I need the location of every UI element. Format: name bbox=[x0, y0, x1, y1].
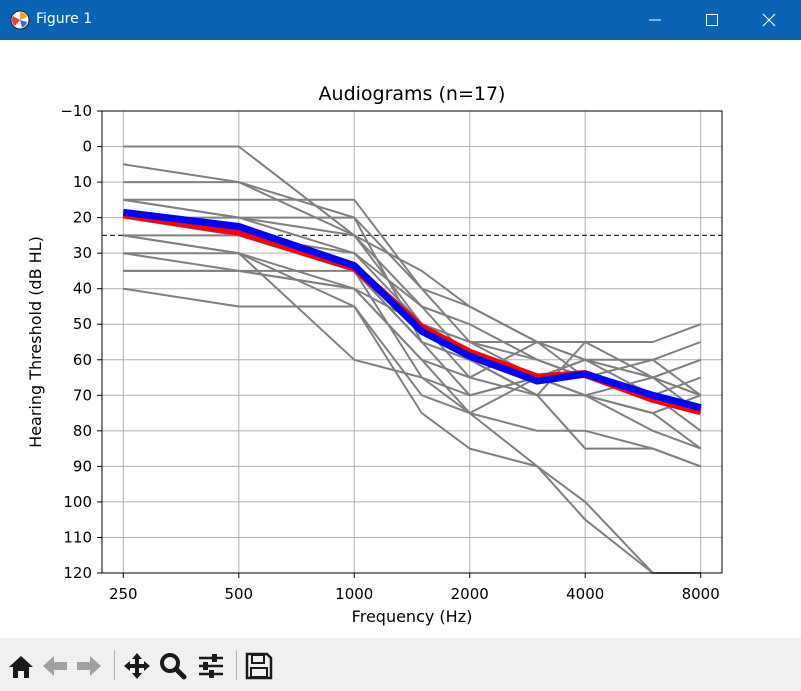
back-arrow-icon bbox=[43, 656, 67, 676]
maximize-icon bbox=[706, 14, 718, 26]
y-tick-label: 50 bbox=[73, 315, 92, 333]
mean-line-blue bbox=[122, 208, 702, 412]
audiogram-chart: 250 500 1000 2000 4000 8000 −10 0 10 20 30 40 50 60 70… bbox=[26, 83, 723, 626]
home-button[interactable] bbox=[6, 652, 36, 680]
y-tick-label: 30 bbox=[73, 244, 92, 262]
window-title: Figure 1 bbox=[36, 11, 93, 27]
save-icon bbox=[245, 652, 273, 680]
y-tick-label: −10 bbox=[60, 102, 92, 120]
configure-subplots-button[interactable] bbox=[196, 652, 226, 680]
forward-arrow-icon bbox=[77, 656, 101, 676]
x-tick-label: 2000 bbox=[451, 585, 489, 603]
individual-audiogram-line bbox=[123, 163, 702, 343]
tick-layer: 250 500 1000 2000 4000 8000 −10 0 10 20 30 40 50 60 70… bbox=[60, 102, 719, 603]
x-tick-label: 250 bbox=[109, 585, 138, 603]
individual-audiogram-line bbox=[123, 216, 702, 397]
forward-button[interactable] bbox=[74, 652, 104, 680]
toolbar-separator bbox=[236, 650, 237, 680]
individual-audiogram-line bbox=[123, 198, 702, 397]
home-icon bbox=[9, 656, 33, 678]
x-tick-label: 1000 bbox=[335, 585, 373, 603]
y-tick-label: 0 bbox=[82, 138, 92, 156]
y-tick-label: 80 bbox=[73, 422, 92, 440]
figure-canvas[interactable]: 250 500 1000 2000 4000 8000 −10 0 10 20 30 40 50 60 70… bbox=[1, 40, 800, 638]
individual-audiogram-line bbox=[123, 269, 702, 468]
individual-audiogram-line bbox=[123, 287, 702, 450]
save-button[interactable] bbox=[244, 652, 274, 680]
minimize-button[interactable] bbox=[632, 0, 678, 40]
close-icon bbox=[762, 13, 776, 27]
x-tick-label: 4000 bbox=[566, 585, 604, 603]
y-tick-label: 110 bbox=[63, 528, 92, 546]
y-tick-label: 100 bbox=[63, 493, 92, 511]
y-axis-label: Hearing Threshold (dB HL) bbox=[26, 236, 45, 448]
x-tick-label: 8000 bbox=[682, 585, 720, 603]
matplotlib-app-icon bbox=[10, 10, 30, 30]
pan-button[interactable] bbox=[122, 652, 152, 680]
navigation-toolbar bbox=[0, 638, 801, 691]
maximize-button[interactable] bbox=[689, 0, 735, 40]
y-tick-label: 20 bbox=[73, 209, 92, 227]
y-tick-label: 90 bbox=[73, 457, 92, 475]
y-tick-label: 120 bbox=[63, 564, 92, 582]
toolbar-separator bbox=[114, 650, 115, 680]
series-layer bbox=[122, 145, 702, 574]
x-axis-label: Frequency (Hz) bbox=[352, 607, 473, 626]
plot-frame bbox=[101, 110, 723, 574]
window-titlebar: Figure 1 bbox=[0, 0, 801, 40]
x-tick-label: 500 bbox=[224, 585, 253, 603]
y-tick-label: 60 bbox=[73, 351, 92, 369]
y-tick-label: 70 bbox=[73, 386, 92, 404]
pan-icon bbox=[124, 653, 150, 679]
individual-audiogram-line bbox=[123, 234, 701, 574]
chart-title: Audiograms (n=17) bbox=[319, 83, 506, 105]
minimize-icon bbox=[649, 19, 661, 21]
y-tick-label: 10 bbox=[73, 173, 92, 191]
zoom-icon bbox=[160, 653, 187, 680]
zoom-button[interactable] bbox=[158, 652, 188, 680]
close-button[interactable] bbox=[746, 0, 792, 40]
y-tick-label: 40 bbox=[73, 280, 92, 298]
back-button[interactable] bbox=[40, 652, 70, 680]
configure-subplots-icon bbox=[199, 654, 223, 678]
